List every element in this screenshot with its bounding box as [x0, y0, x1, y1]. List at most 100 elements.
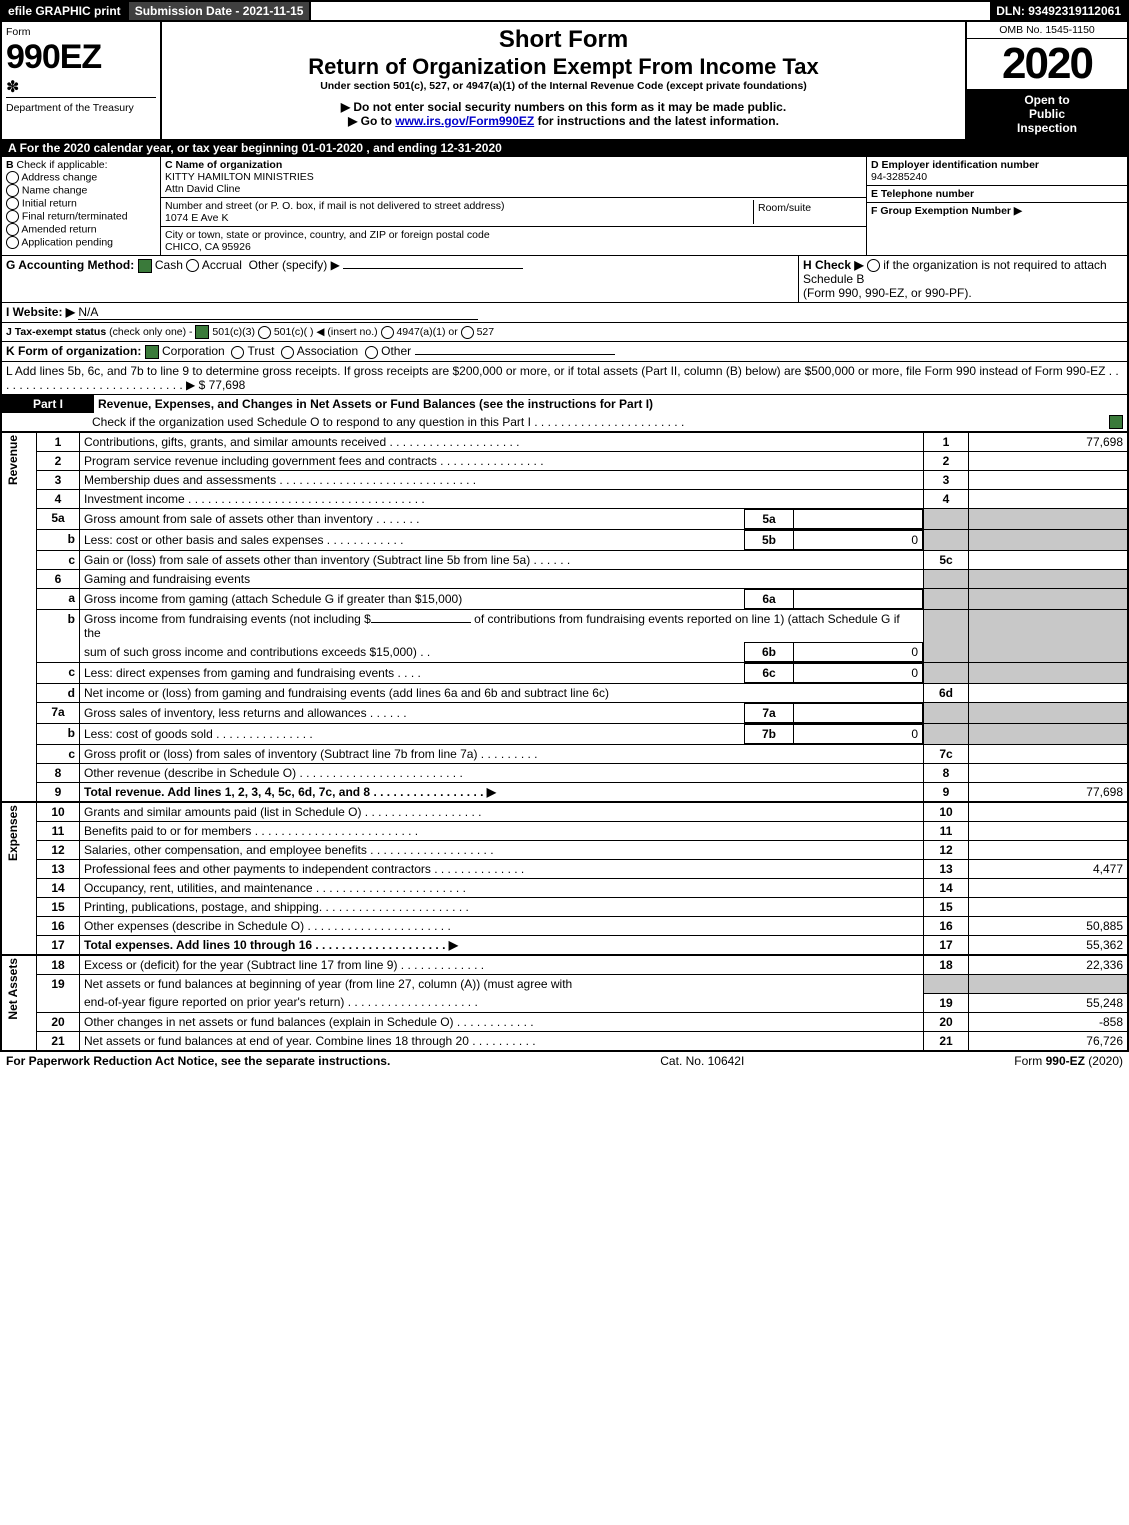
- section-c: C Name of organization KITTY HAMILTON MI…: [161, 157, 867, 255]
- b5b-shade: [924, 530, 969, 551]
- iv6c: 0: [794, 664, 923, 683]
- a5a-shade: [969, 509, 1128, 530]
- h-sub: (Form 990, 990-EZ, or 990-PF).: [803, 286, 1123, 300]
- b-opt-0: Address change: [21, 171, 97, 183]
- j-501c-radio[interactable]: [258, 326, 271, 339]
- b13: 13: [924, 860, 969, 879]
- city: CHICO, CA 95926: [165, 241, 862, 253]
- footer-right-pre: Form: [1014, 1054, 1045, 1068]
- b-opt-final-return[interactable]: [6, 210, 19, 223]
- ib6c: 6c: [745, 664, 794, 683]
- t6d: Net income or (loss) from gaming and fun…: [80, 684, 924, 703]
- b7b-shade: [924, 724, 969, 745]
- part1-schedule-o-check[interactable]: [1109, 415, 1123, 429]
- d-label: D Employer identification number: [871, 159, 1123, 171]
- a2: [969, 452, 1128, 471]
- b16: 16: [924, 917, 969, 936]
- iv6b: 0: [794, 643, 923, 662]
- org-attn: Attn David Cline: [165, 183, 862, 195]
- k-assoc-radio[interactable]: [281, 346, 294, 359]
- b6c-shade: [924, 663, 969, 684]
- a11: [969, 822, 1128, 841]
- entity-block: B Check if applicable: Address change Na…: [2, 157, 1127, 256]
- t10: Grants and similar amounts paid (list in…: [80, 802, 924, 822]
- k-corp-check[interactable]: [145, 345, 159, 359]
- k-trust-radio[interactable]: [231, 346, 244, 359]
- ib5b: 5b: [745, 531, 794, 550]
- iv7a: [794, 704, 923, 723]
- a6a-shade: [969, 589, 1128, 610]
- j-4947-radio[interactable]: [381, 326, 394, 339]
- k-other-radio[interactable]: [365, 346, 378, 359]
- n7c: c: [37, 745, 80, 764]
- a9: 77,698: [969, 783, 1128, 803]
- section-def: D Employer identification number 94-3285…: [867, 157, 1127, 255]
- t13: Professional fees and other payments to …: [80, 860, 924, 879]
- section-revenue: Revenue: [6, 435, 20, 485]
- irs-link[interactable]: www.irs.gov/Form990EZ: [395, 114, 534, 128]
- t7a: Gross sales of inventory, less returns a…: [80, 704, 745, 723]
- b19: 19: [924, 993, 969, 1012]
- i-label: I Website: ▶: [6, 305, 75, 319]
- n10: 10: [37, 802, 80, 822]
- line-k: K Form of organization: Corporation Trus…: [2, 342, 1127, 362]
- a5c: [969, 551, 1128, 570]
- k-o4: Other: [381, 344, 411, 358]
- b-opt-3: Final return/terminated: [22, 210, 128, 222]
- n5b: b: [37, 530, 80, 551]
- a8: [969, 764, 1128, 783]
- t11: Benefits paid to or for members . . . . …: [80, 822, 924, 841]
- t18: Excess or (deficit) for the year (Subtra…: [80, 955, 924, 975]
- n13: 13: [37, 860, 80, 879]
- t16: Other expenses (describe in Schedule O) …: [80, 917, 924, 936]
- open1: Open to: [969, 93, 1125, 107]
- a18: 22,336: [969, 955, 1128, 975]
- g-other-input[interactable]: [343, 268, 523, 269]
- short-form: Short Form: [166, 26, 961, 54]
- a6c-shade: [969, 663, 1128, 684]
- e-label: E Telephone number: [871, 188, 1123, 200]
- n6: 6: [37, 570, 80, 589]
- room-suite-label: Room/suite: [753, 200, 862, 224]
- org-name: KITTY HAMILTON MINISTRIES: [165, 171, 862, 183]
- line-i: I Website: ▶ N/A: [2, 303, 1127, 323]
- n18: 18: [37, 955, 80, 975]
- goto-post: for instructions and the latest informat…: [534, 114, 779, 128]
- h-pre: H Check ▶: [803, 258, 867, 272]
- l6b-blank[interactable]: [371, 622, 471, 623]
- b-opt-initial-return[interactable]: [6, 197, 19, 210]
- n7b: b: [37, 724, 80, 745]
- t14: Occupancy, rent, utilities, and maintena…: [80, 879, 924, 898]
- return-title: Return of Organization Exempt From Incom…: [166, 54, 961, 80]
- a21: 76,726: [969, 1031, 1128, 1050]
- b-opt-amended[interactable]: [6, 223, 19, 236]
- footer-mid: Cat. No. 10642I: [660, 1054, 744, 1068]
- b7c: 7c: [924, 745, 969, 764]
- goto-pre: ▶ Go to: [348, 114, 395, 128]
- j-501c3-check[interactable]: [195, 325, 209, 339]
- t19b: end-of-year figure reported on prior yea…: [80, 993, 924, 1012]
- g-accrual-radio[interactable]: [186, 259, 199, 272]
- ssn-warning: ▶ Do not enter social security numbers o…: [166, 100, 961, 114]
- t4: Investment income . . . . . . . . . . . …: [80, 490, 924, 509]
- part1-check-row: Check if the organization used Schedule …: [2, 413, 1127, 432]
- g-cash-check[interactable]: [138, 259, 152, 273]
- g-accrual: Accrual: [202, 258, 242, 272]
- a19: 55,248: [969, 993, 1128, 1012]
- k-other-input[interactable]: [415, 354, 615, 355]
- a3: [969, 471, 1128, 490]
- b-opt-address-change[interactable]: [6, 171, 19, 184]
- b20: 20: [924, 1012, 969, 1031]
- part1-label: Part I: [2, 395, 94, 413]
- b-opt-name-change[interactable]: [6, 184, 19, 197]
- n7a: 7a: [37, 703, 80, 724]
- g-cash: Cash: [155, 258, 183, 272]
- b-opt-app-pending[interactable]: [6, 236, 19, 249]
- form-label: Form: [6, 26, 156, 38]
- a16: 50,885: [969, 917, 1128, 936]
- n3: 3: [37, 471, 80, 490]
- ib7a: 7a: [745, 704, 794, 723]
- j-527-radio[interactable]: [461, 326, 474, 339]
- h-radio[interactable]: [867, 259, 880, 272]
- n5a: 5a: [37, 509, 80, 530]
